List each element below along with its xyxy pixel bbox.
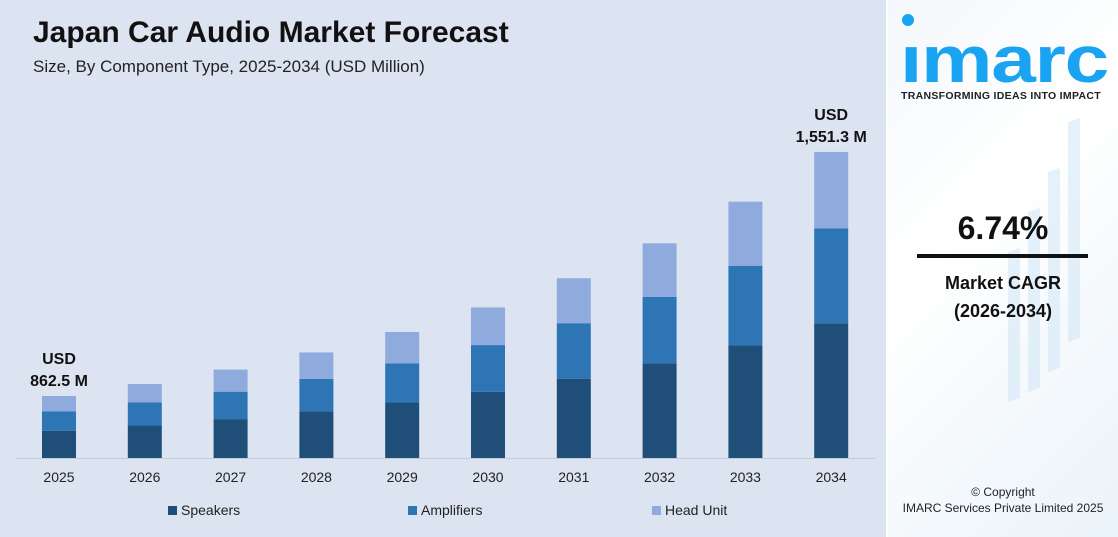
bar-head-unit-2031 (556, 278, 591, 324)
chart-subtitle: Size, By Component Type, 2025-2034 (USD … (33, 57, 425, 76)
x-tick-label: 2025 (43, 469, 74, 485)
legend-swatch (168, 505, 177, 515)
copyright: © Copyright IMARC Services Private Limit… (888, 484, 1118, 516)
bar-amplifiers-2029 (385, 363, 420, 403)
bar-speakers-2025 (42, 430, 76, 458)
total-label-unit: USD (814, 107, 848, 124)
stacked-bar-chart: 2025 USD 862.5 M 2026 2027 2028 2029 2030 2031 20… (15, 107, 875, 485)
imarc-logo: ımarc (900, 14, 1109, 90)
x-tick-label: 2027 (215, 469, 246, 485)
bar-speakers-2033 (728, 345, 763, 458)
x-tick-label: 2032 (644, 469, 675, 485)
bar-speakers-2029 (385, 402, 420, 458)
bar-speakers-2030 (471, 391, 505, 458)
cagr-label: Market CAGR (2026-2034) (888, 269, 1118, 325)
tagline: TRANSFORMING IDEAS INTO IMPACT (901, 90, 1101, 102)
bar-head-unit-2034 (814, 151, 849, 229)
svg-text:ımarc: ımarc (900, 22, 1108, 90)
bar-amplifiers-2025 (42, 411, 76, 431)
bar-amplifiers-2028 (299, 378, 334, 412)
legend-label: Amplifiers (421, 502, 483, 518)
x-tick-label: 2033 (730, 469, 761, 485)
legend-swatch (652, 505, 661, 515)
bar-speakers-2026 (127, 425, 162, 458)
bar-head-unit-2033 (728, 201, 763, 266)
x-tick-label: 2029 (387, 469, 418, 485)
legend-label: Head Unit (665, 502, 728, 518)
legend-item-speakers: Speakers (168, 502, 240, 518)
cagr-period: (2026-2034) (953, 301, 1053, 321)
bar-head-unit-2032 (642, 243, 677, 298)
total-label-value: 1,551.3 M (796, 129, 867, 146)
bar-speakers-2031 (556, 378, 591, 458)
legend-label: Speakers (181, 502, 241, 518)
bar-head-unit-2029 (385, 331, 420, 364)
bar-amplifiers-2033 (728, 265, 763, 346)
x-tick-label: 2026 (129, 469, 160, 485)
bar-amplifiers-2034 (814, 228, 849, 324)
bar-speakers-2028 (299, 411, 334, 458)
copyright-line: © Copyright (971, 485, 1035, 499)
bar-head-unit-2028 (299, 352, 334, 379)
bar-head-unit-2026 (127, 383, 162, 403)
x-tick-label: 2031 (558, 469, 589, 485)
bar-speakers-2034 (814, 323, 849, 458)
bar-amplifiers-2026 (127, 402, 162, 426)
total-label-unit: USD (42, 351, 76, 368)
chart-panel: Japan Car Audio Market Forecast Size, By… (0, 0, 886, 537)
bar-speakers-2032 (642, 363, 677, 458)
legend-item-head-unit: Head Unit (652, 502, 727, 518)
cagr-value: 6.74% (957, 210, 1049, 246)
total-label-value: 862.5 M (30, 373, 88, 390)
bar-amplifiers-2031 (556, 323, 591, 379)
bar-amplifiers-2030 (471, 345, 505, 392)
bar-speakers-2027 (213, 419, 248, 458)
company-name: IMARC Services Private Limited 2025 (902, 501, 1104, 515)
chart-title: Japan Car Audio Market Forecast (33, 16, 509, 49)
bar-head-unit-2030 (471, 307, 505, 346)
cagr-label-text: Market CAGR (944, 273, 1062, 293)
x-tick-label: 2028 (301, 469, 332, 485)
bar-head-unit-2025 (42, 396, 76, 412)
info-sidebar: ımarc TRANSFORMING IDEAS INTO IMPACT 6.7… (888, 0, 1118, 537)
x-tick-label: 2034 (816, 469, 847, 485)
legend: Speakers Amplifiers Head Unit (0, 502, 886, 522)
legend-item-amplifiers: Amplifiers (408, 502, 482, 518)
legend-swatch (408, 505, 417, 515)
x-tick-label: 2030 (472, 469, 503, 485)
bar-amplifiers-2032 (642, 297, 677, 364)
bar-head-unit-2027 (213, 369, 248, 392)
divider (917, 254, 1088, 258)
bar-amplifiers-2027 (213, 391, 248, 420)
